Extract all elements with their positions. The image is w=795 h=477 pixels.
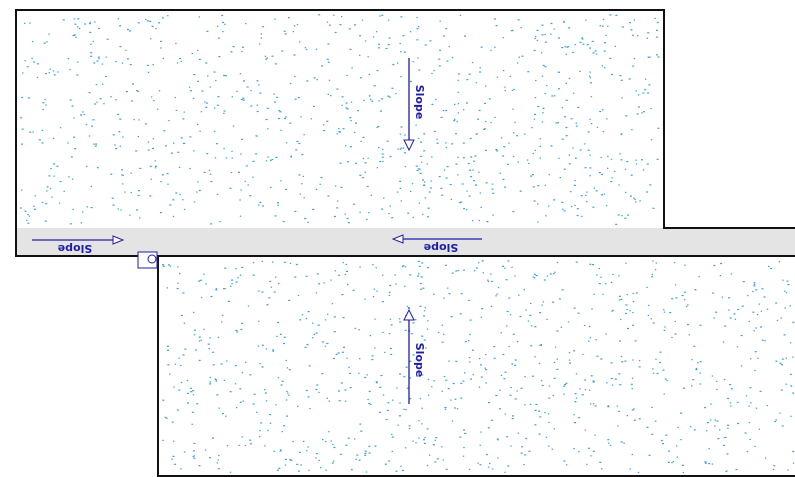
lower-slab-left-edge: [157, 256, 795, 477]
upper-slab-slope-label: Slope: [413, 85, 426, 120]
slope-arrow-icon: [403, 58, 415, 152]
slope-arrow-icon: [391, 234, 482, 244]
upper-slab-outline: [15, 9, 795, 229]
lower-slab-slope-label: Slope: [413, 343, 426, 378]
walkway-strip: [16, 228, 795, 256]
slope-arrow-icon: [32, 235, 125, 245]
lower-slab-hatch: [162, 260, 795, 474]
drain-icon: [137, 251, 158, 269]
walkway-bottom-edge: [15, 228, 158, 257]
slope-arrow-icon: [403, 308, 415, 404]
walkway-right-slope-label: Slope: [424, 241, 459, 254]
upper-slab-hatch: [20, 14, 660, 225]
walkway-left-slope-label: Slope: [58, 242, 93, 255]
